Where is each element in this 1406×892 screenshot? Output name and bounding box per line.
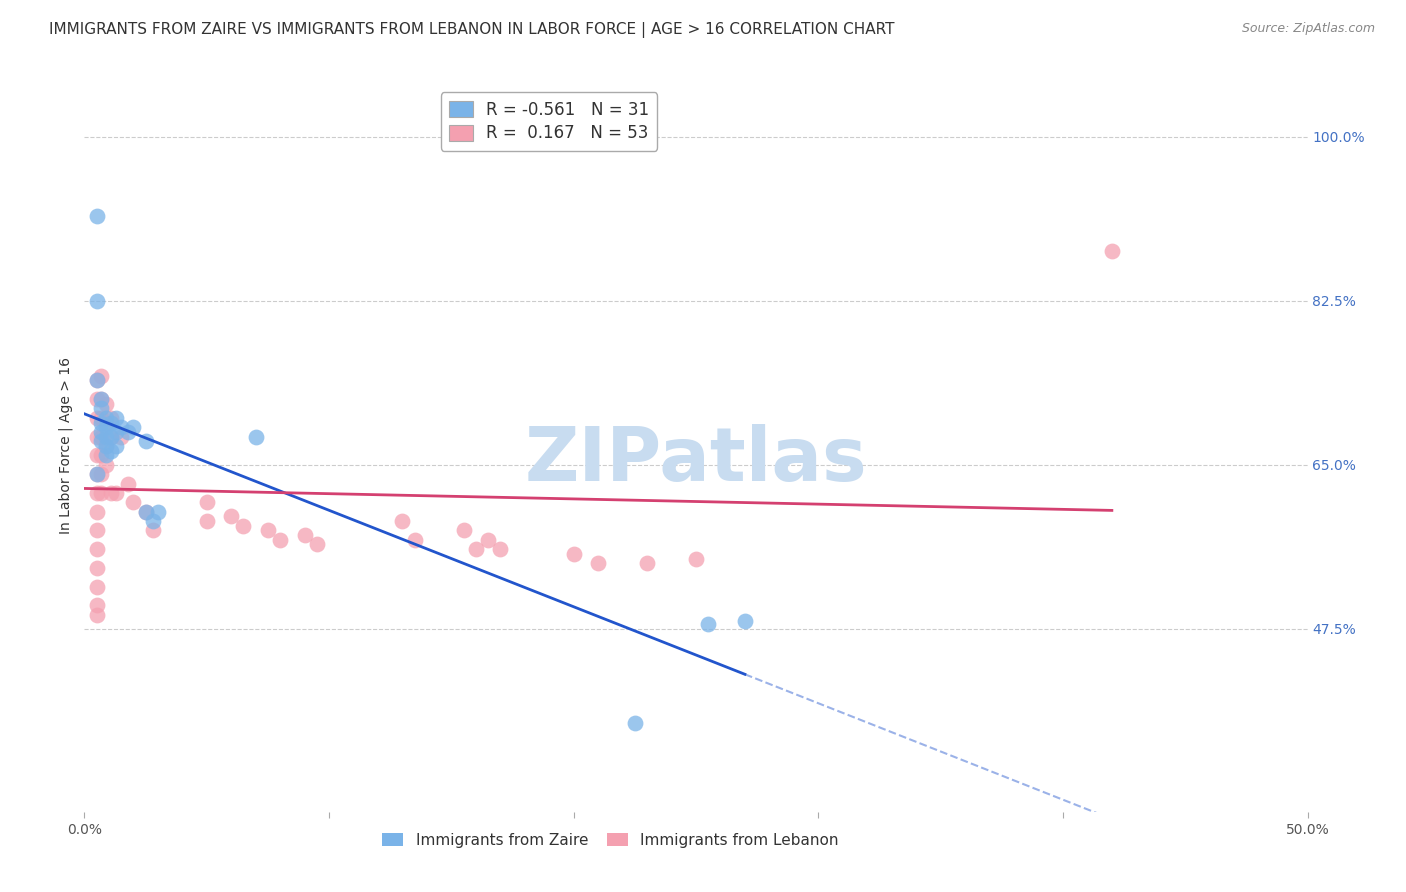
Point (586, 556, 609, 570)
Point (86, 561, 108, 575)
Point (96, 449, 118, 463)
Point (86, 410, 108, 425)
Point (105, 410, 128, 425)
Point (86, 599, 108, 613)
Point (135, 505, 157, 519)
Point (86, 373, 108, 387)
Point (232, 518, 254, 533)
Point (219, 509, 242, 524)
Point (464, 542, 486, 557)
Point (90, 467, 112, 482)
Point (105, 439, 128, 453)
Point (100, 486, 122, 500)
Point (146, 505, 169, 519)
Point (453, 524, 475, 538)
Point (96, 410, 118, 425)
Point (86, 449, 108, 463)
Point (636, 556, 658, 570)
Point (96, 429, 118, 443)
Point (305, 537, 328, 551)
Point (90, 429, 112, 443)
Point (100, 429, 122, 443)
Point (86, 429, 108, 443)
Point (477, 533, 499, 547)
Point (96, 397, 118, 411)
Point (86, 209, 108, 223)
Point (142, 514, 165, 528)
Point (105, 425, 128, 439)
Point (245, 429, 267, 443)
Point (90, 449, 112, 463)
Legend: Immigrants from Zaire, Immigrants from Lebanon: Immigrants from Zaire, Immigrants from L… (374, 825, 846, 855)
Text: ZIPatlas: ZIPatlas (524, 424, 868, 497)
Point (135, 505, 157, 519)
Point (294, 528, 316, 542)
Point (110, 420, 132, 434)
Point (86, 505, 108, 519)
Point (269, 533, 291, 547)
Point (90, 410, 112, 425)
Point (391, 514, 413, 528)
Point (195, 495, 218, 509)
Point (122, 420, 145, 434)
Point (90, 486, 112, 500)
Point (90, 425, 112, 439)
Point (90, 401, 112, 416)
Point (117, 476, 139, 491)
Point (404, 533, 426, 547)
Point (734, 615, 756, 629)
Point (96, 439, 118, 453)
Point (142, 524, 165, 538)
Point (122, 495, 145, 509)
Point (697, 617, 720, 632)
Point (100, 443, 122, 458)
Point (117, 425, 139, 439)
Point (90, 392, 112, 406)
Point (86, 524, 108, 538)
Point (96, 439, 118, 453)
Point (135, 434, 157, 449)
Point (86, 542, 108, 557)
Point (86, 373, 108, 387)
Point (90, 368, 112, 383)
Point (96, 416, 118, 430)
Point (86, 607, 108, 622)
Point (624, 715, 647, 730)
Point (100, 416, 122, 430)
Point (86, 486, 108, 500)
Point (685, 551, 707, 566)
Point (100, 410, 122, 425)
Point (86, 467, 108, 482)
Point (562, 547, 585, 561)
Point (90, 434, 112, 449)
Y-axis label: In Labor Force | Age > 16: In Labor Force | Age > 16 (58, 358, 73, 534)
Point (90, 392, 112, 406)
Point (86, 467, 108, 482)
Point (96, 420, 118, 434)
Text: Source: ZipAtlas.com: Source: ZipAtlas.com (1241, 22, 1375, 36)
Point (1101, 244, 1123, 258)
Text: IMMIGRANTS FROM ZAIRE VS IMMIGRANTS FROM LEBANON IN LABOR FORCE | AGE > 16 CORRE: IMMIGRANTS FROM ZAIRE VS IMMIGRANTS FROM… (49, 22, 894, 38)
Point (86, 392, 108, 406)
Point (86, 293, 108, 308)
Point (489, 542, 512, 557)
Point (100, 429, 122, 443)
Point (90, 416, 112, 430)
Point (110, 429, 132, 443)
Point (105, 486, 128, 500)
Point (195, 514, 218, 528)
Point (86, 580, 108, 594)
Point (257, 524, 280, 538)
Point (96, 458, 118, 472)
